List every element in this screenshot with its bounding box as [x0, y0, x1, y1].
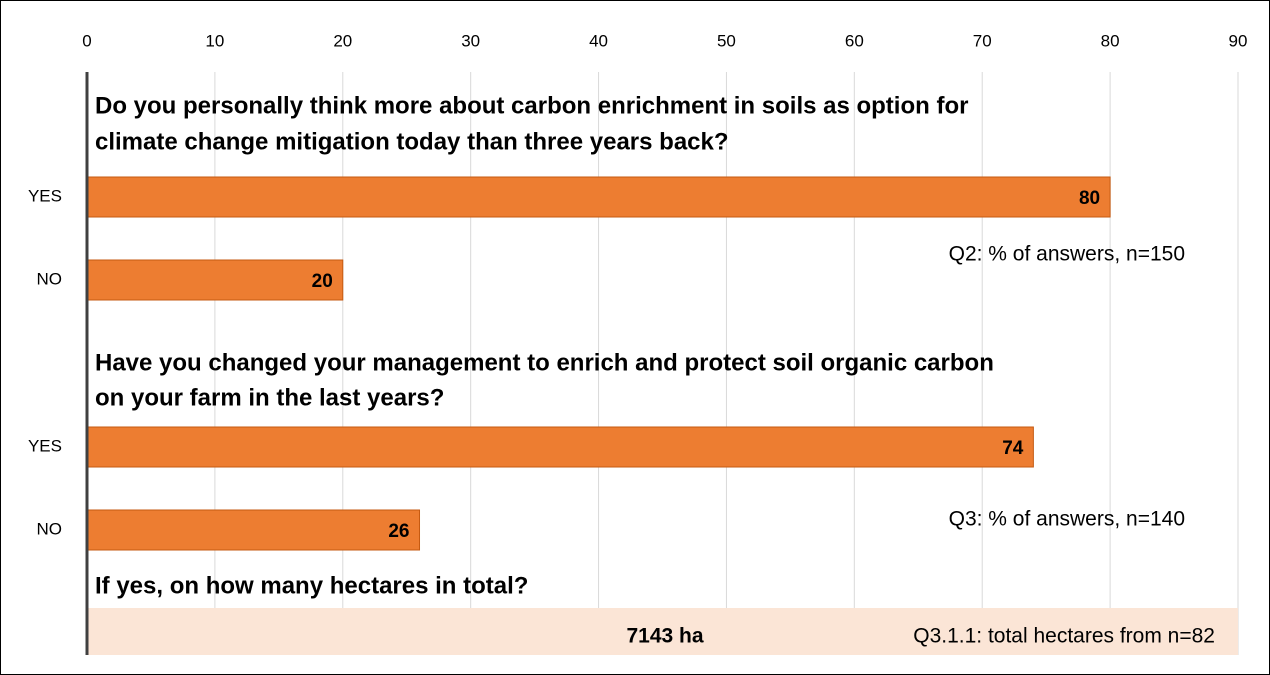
x-tick-label: 30: [461, 31, 480, 50]
y-tick-label: YES: [28, 186, 62, 205]
question-text: Have you changed your management to enri…: [95, 349, 994, 376]
x-tick-label: 90: [1229, 31, 1248, 50]
bar: [86, 176, 1111, 218]
y-tick-label: YES: [28, 436, 62, 455]
x-tick-label: 40: [589, 31, 608, 50]
x-tick-label: 80: [1101, 31, 1120, 50]
data-label: 26: [388, 521, 409, 542]
question-text: on your farm in the last years?: [95, 384, 444, 411]
note: Q2: % of answers, n=150: [949, 243, 1185, 266]
x-tick-label: 70: [973, 31, 992, 50]
data-label: 74: [1002, 438, 1024, 459]
note: Q3.1.1: total hectares from n=82: [913, 625, 1215, 648]
x-tick-label: 20: [333, 31, 352, 50]
question-text: climate change mitigation today than thr…: [95, 128, 729, 155]
y-tick-label: NO: [37, 519, 63, 538]
y-tick-label: NO: [37, 269, 63, 288]
question-text: If yes, on how many hectares in total?: [95, 572, 528, 599]
x-tick-label: 0: [82, 31, 91, 50]
data-label: 20: [312, 271, 333, 292]
data-label: 80: [1079, 188, 1100, 209]
bar: [86, 426, 1034, 468]
total-value: 7143 ha: [626, 625, 703, 648]
total-band: [87, 608, 1238, 655]
question-text: Do you personally think more about carbo…: [95, 92, 968, 119]
bar: [86, 509, 421, 551]
x-tick-label: 10: [205, 31, 224, 50]
note: Q3: % of answers, n=140: [949, 508, 1185, 531]
bar: [86, 259, 344, 301]
x-tick-label: 60: [845, 31, 864, 50]
x-tick-label: 50: [717, 31, 736, 50]
